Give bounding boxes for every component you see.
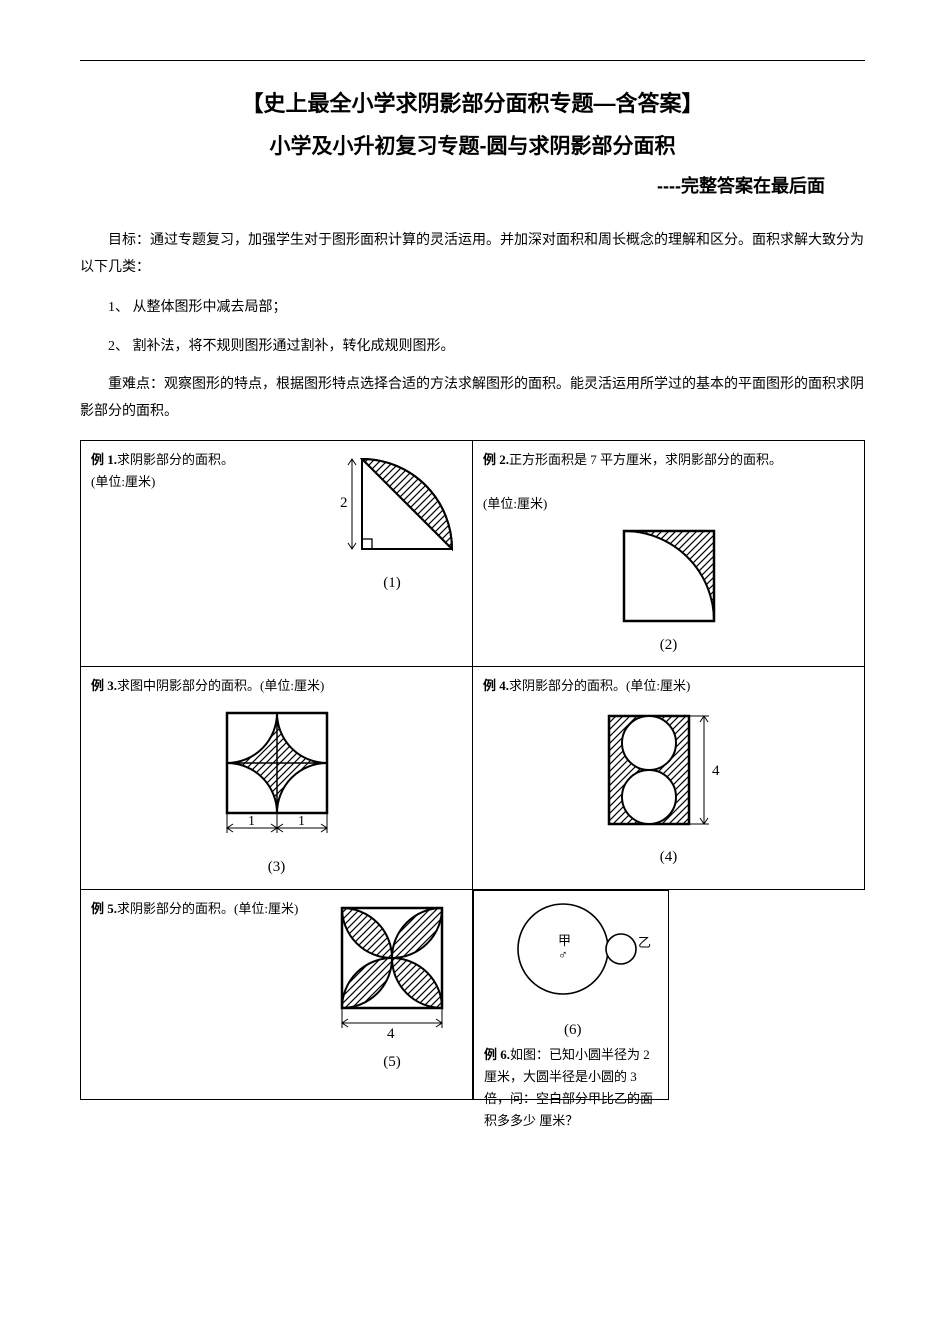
- fig6-yi: 乙: [638, 935, 651, 950]
- unit-e1: (单位:厘米): [91, 474, 155, 489]
- label-e3: 例 3.: [91, 678, 117, 693]
- fig4-dim: 4: [712, 763, 720, 779]
- text-e1: 求阴影部分的面积。: [117, 452, 234, 467]
- examples-table: 例 1.求阴影部分的面积。 (单位:厘米): [80, 440, 865, 1101]
- fig3-dim-l: 1: [248, 814, 255, 829]
- method-2: 2、 割补法，将不规则图形通过割补，转化成规则图形。: [80, 334, 865, 361]
- label-e1: 例 1.: [91, 452, 117, 467]
- label-e2: 例 2.: [483, 452, 509, 467]
- caption-3: (3): [268, 855, 286, 881]
- figure-3: 1 1: [207, 703, 347, 853]
- cell-example-1: 例 1.求阴影部分的面积。 (单位:厘米): [81, 440, 473, 667]
- title-main: 【史上最全小学求阴影部分面积专题—含答案】: [80, 86, 865, 118]
- text-e5: 求阴影部分的面积。(单位:厘米): [117, 901, 298, 916]
- top-divider: [80, 60, 865, 61]
- label-e4: 例 4.: [483, 678, 509, 693]
- fig3-dim-r: 1: [298, 814, 305, 829]
- label-e5: 例 5.: [91, 901, 117, 916]
- fig6-jia-sym: ♂: [558, 947, 568, 962]
- difficulty-paragraph: 重难点：观察图形的特点，根据图形特点选择合适的方法求解图形的面积。能灵活运用所学…: [80, 372, 865, 425]
- figure-6: 甲 ♂ 乙: [488, 899, 658, 1009]
- title-note: ----完整答案在最后面: [80, 172, 865, 198]
- figure-5: 4: [322, 898, 462, 1048]
- fig5-dim: 4: [387, 1026, 395, 1042]
- text-e4: 求阴影部分的面积。(单位:厘米): [509, 678, 690, 693]
- fig1-dim: 2: [340, 495, 348, 511]
- caption-4: (4): [660, 845, 678, 871]
- method-1: 1、 从整体图形中减去局部；: [80, 295, 865, 322]
- figure-4: 4: [594, 703, 744, 843]
- caption-6: (6): [488, 1018, 658, 1044]
- unit-e2: (单位:厘米): [483, 496, 547, 511]
- fig6-jia: 甲: [558, 933, 571, 948]
- text-e2: 正方形面积是 7 平方厘米，求阴影部分的面积。: [509, 452, 782, 467]
- title-sub: 小学及小升初复习专题-圆与求阴影部分面积: [80, 130, 865, 160]
- caption-2: (2): [660, 633, 678, 659]
- goal-paragraph: 目标：通过专题复习，加强学生对于图形面积计算的灵活运用。并加深对面积和周长概念的…: [80, 228, 865, 281]
- cell-example-5: 例 5.求阴影部分的面积。(单位:厘米): [81, 889, 473, 1100]
- figure-2: [609, 521, 729, 631]
- cell-example-2: 例 2.正方形面积是 7 平方厘米，求阴影部分的面积。 (单位:厘米) (2): [473, 440, 865, 667]
- caption-5: (5): [383, 1050, 401, 1076]
- text-e3: 求图中阴影部分的面积。(单位:厘米): [117, 678, 324, 693]
- cell-example-6: 甲 ♂ 乙 (6) 例 6.如图：已知小圆半径为 2 厘米，大圆半径是小圆的 3…: [473, 890, 669, 1100]
- label-e6: 例 6.: [484, 1047, 510, 1062]
- cell-example-4: 例 4.求阴影部分的面积。(单位:厘米): [473, 667, 865, 890]
- caption-1: (1): [383, 571, 401, 597]
- cell-example-3: 例 3.求图中阴影部分的面积。(单位:厘米): [81, 667, 473, 890]
- figure-1: 2: [322, 449, 462, 569]
- text-e6b: 厘米？: [539, 1113, 578, 1128]
